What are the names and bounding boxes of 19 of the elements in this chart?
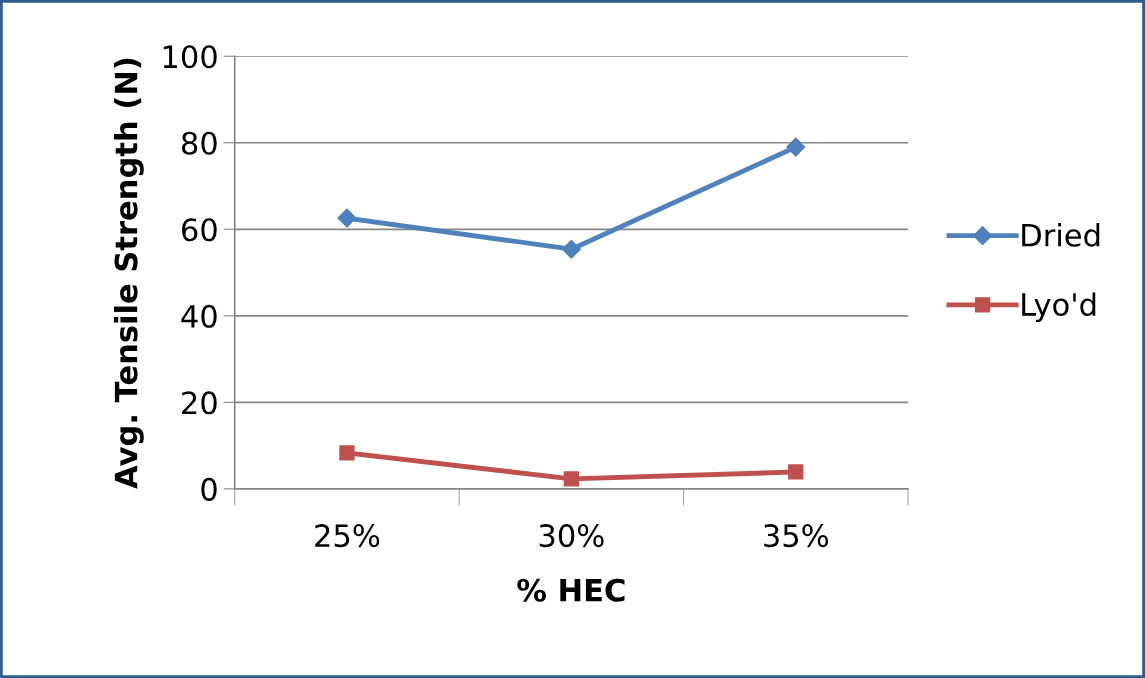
point xyxy=(786,137,806,157)
point xyxy=(339,445,355,461)
point xyxy=(788,464,804,480)
legend-label: Dried xyxy=(1022,223,1100,247)
point xyxy=(337,208,357,228)
x-tick-label: 25% xyxy=(315,524,380,548)
legend-label: Lyo'd xyxy=(1022,292,1096,322)
point xyxy=(561,239,581,259)
y-tick-label: 80 xyxy=(181,131,217,155)
x-axis-title: % HEC xyxy=(517,578,625,602)
x-tick-label: 35% xyxy=(764,524,829,548)
y-tick-label: 0 xyxy=(201,477,217,501)
y-axis-title: Avg. Tensile Strength (N) xyxy=(113,58,144,489)
point xyxy=(563,471,579,487)
y-tick-label: 60 xyxy=(182,218,217,242)
y-tick-label: 20 xyxy=(182,391,217,415)
y-tick-label: 100 xyxy=(163,45,217,69)
y-tick-label: 40 xyxy=(181,304,217,328)
x-tick-label: 30% xyxy=(539,524,604,548)
